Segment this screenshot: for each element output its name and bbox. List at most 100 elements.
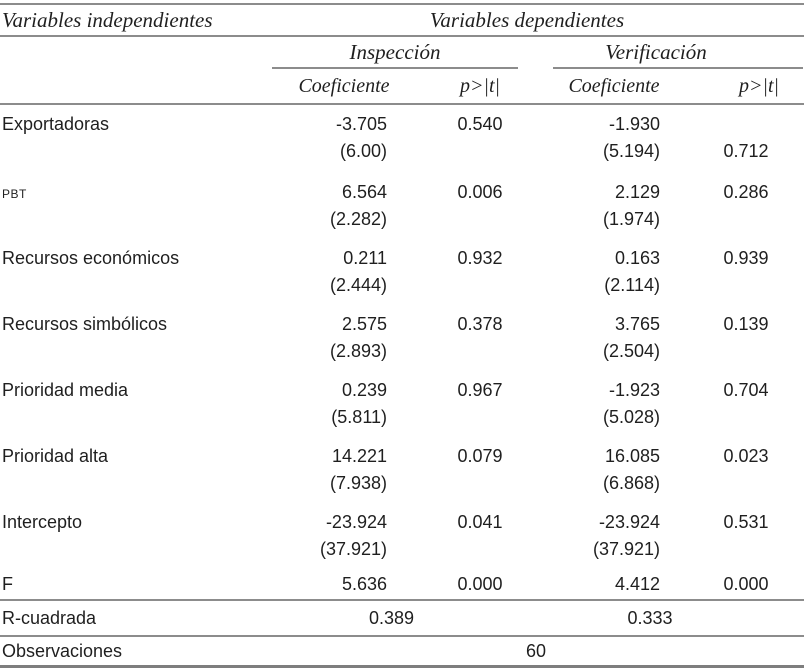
inspeccion-p-value-line2 bbox=[420, 404, 540, 437]
verificacion-p-value-header: p>|t| bbox=[688, 69, 804, 105]
empty-cell bbox=[0, 338, 268, 371]
regression-table: Variables independientes Variables depen… bbox=[0, 3, 804, 668]
verificacion-p-value: 0.286 bbox=[723, 182, 769, 202]
row-label: F bbox=[0, 569, 268, 601]
variable-row-stderr: (6.00) (5.194) 0.712 bbox=[0, 138, 804, 171]
inspeccion-p-value-line2 bbox=[420, 338, 540, 371]
variable-row-stderr: (7.938) (6.868) bbox=[0, 470, 804, 503]
verificacion-p-value-line2 bbox=[688, 272, 804, 305]
verificacion-std-error: (5.028) bbox=[602, 407, 660, 427]
variable-row: Exportadoras -3.705 0.540 -1.930 bbox=[0, 104, 804, 138]
empty-cell bbox=[0, 272, 268, 305]
variable-row: PBT 6.564 0.006 2.129 0.286 bbox=[0, 171, 804, 206]
inspeccion-p-value-line2 bbox=[420, 272, 540, 305]
row-label: PBT bbox=[2, 187, 27, 201]
verificacion-coefficient-value: -1.923 bbox=[608, 380, 660, 400]
inspeccion-p-value: 0.378 bbox=[457, 314, 503, 334]
observations-value: 60 bbox=[526, 640, 547, 661]
inspeccion-p-value: 0.932 bbox=[457, 248, 503, 268]
inspeccion-p-value-line2 bbox=[420, 206, 540, 239]
inspeccion-std-error: (37.921) bbox=[319, 539, 387, 559]
verificacion-coefficient-value: -1.930 bbox=[608, 114, 660, 134]
verificacion-p-value-line2 bbox=[688, 404, 804, 437]
inspeccion-coefficient-value: 2.575 bbox=[341, 314, 387, 334]
observations-row: Observaciones 60 bbox=[0, 636, 804, 667]
inspeccion-p-value: 0.967 bbox=[457, 380, 503, 400]
f-statistic-row: F 5.636 0.000 4.412 0.000 bbox=[0, 569, 804, 601]
inspeccion-group-header: Inspección bbox=[272, 37, 518, 69]
variable-row: Recursos económicos 0.211 0.932 0.163 0.… bbox=[0, 239, 804, 272]
verificacion-p-value-line2 bbox=[688, 338, 804, 371]
row-label: R-cuadrada bbox=[0, 600, 268, 637]
column-header-row: Coeficiente p>|t| Coeficiente p>|t| bbox=[0, 69, 804, 105]
verificacion-coefficient-value: -23.924 bbox=[598, 512, 660, 532]
verificacion-p-value: 0.531 bbox=[723, 512, 769, 532]
r-squared-row: R-cuadrada 0.389 0.333 bbox=[0, 600, 804, 637]
inspeccion-coefficient-value: 0.239 bbox=[341, 380, 387, 400]
verificacion-std-error: (1.974) bbox=[602, 209, 660, 229]
verificacion-std-error: (37.921) bbox=[592, 539, 660, 559]
row-label: Prioridad media bbox=[2, 380, 129, 400]
verificacion-coefficient-value: 2.129 bbox=[614, 182, 660, 202]
verificacion-coefficient-value: 3.765 bbox=[614, 314, 660, 334]
verificacion-coefficient-value: 16.085 bbox=[604, 446, 660, 466]
inspeccion-p-value-line2 bbox=[420, 536, 540, 569]
verificacion-coefficient-value: 0.163 bbox=[614, 248, 660, 268]
variable-row-stderr: (2.282) (1.974) bbox=[0, 206, 804, 239]
verificacion-p-value bbox=[688, 104, 804, 138]
inspeccion-std-error: (6.00) bbox=[339, 141, 387, 161]
row-label: Recursos económicos bbox=[2, 248, 180, 268]
inspeccion-p-value: 0.006 bbox=[457, 182, 503, 202]
verificacion-group-cell: Verificación bbox=[540, 36, 804, 69]
variable-row-stderr: (5.811) (5.028) bbox=[0, 404, 804, 437]
verificacion-f-value: 4.412 bbox=[540, 569, 688, 601]
inspeccion-f-p-value: 0.000 bbox=[420, 569, 540, 601]
variable-row: Prioridad alta 14.221 0.079 16.085 0.023 bbox=[0, 437, 804, 470]
verificacion-p-value-line2 bbox=[688, 470, 804, 503]
verificacion-p-value: 0.023 bbox=[723, 446, 769, 466]
row-label: Intercepto bbox=[2, 512, 83, 532]
variable-row: Recursos simbólicos 2.575 0.378 3.765 0.… bbox=[0, 305, 804, 338]
verificacion-std-error: (2.504) bbox=[602, 341, 660, 361]
row-label: Recursos simbólicos bbox=[2, 314, 168, 334]
inspeccion-std-error: (2.282) bbox=[329, 209, 387, 229]
verificacion-std-error: (5.194) bbox=[602, 141, 660, 161]
inspeccion-group-cell: Inspección bbox=[268, 36, 540, 69]
inspeccion-coefficient-header: Coeficiente bbox=[268, 69, 420, 105]
inspeccion-p-value: 0.041 bbox=[457, 512, 503, 532]
verificacion-p-value-line2 bbox=[688, 206, 804, 239]
variable-row-stderr: (2.444) (2.114) bbox=[0, 272, 804, 305]
verificacion-p-value: 0.939 bbox=[723, 248, 769, 268]
inspeccion-p-value-line2 bbox=[420, 470, 540, 503]
inspeccion-std-error: (2.444) bbox=[329, 275, 387, 295]
independent-variables-header: Variables independientes bbox=[0, 4, 268, 37]
verificacion-r-squared-value: 0.333 bbox=[540, 600, 804, 637]
verificacion-f-p-value: 0.000 bbox=[688, 569, 804, 601]
inspeccion-coefficient-value: 6.564 bbox=[341, 182, 387, 202]
row-label: Prioridad alta bbox=[2, 446, 109, 466]
verificacion-coefficient-header: Coeficiente bbox=[540, 69, 688, 105]
group-header-row: Inspección Verificación bbox=[0, 36, 804, 69]
row-label: Exportadoras bbox=[2, 114, 110, 134]
verificacion-group-header: Verificación bbox=[553, 37, 804, 69]
variable-row: Prioridad media 0.239 0.967 -1.923 0.704 bbox=[0, 371, 804, 404]
empty-cell bbox=[0, 206, 268, 239]
verificacion-std-error: (6.868) bbox=[602, 473, 660, 493]
empty-cell bbox=[0, 138, 268, 171]
empty-cell bbox=[0, 404, 268, 437]
verificacion-p-value-line2 bbox=[688, 536, 804, 569]
variable-row-stderr: (37.921) (37.921) bbox=[0, 536, 804, 569]
verificacion-std-error: (2.114) bbox=[604, 275, 660, 295]
table-header-row: Variables independientes Variables depen… bbox=[0, 4, 804, 37]
inspeccion-p-value: 0.540 bbox=[457, 114, 503, 134]
dependent-variables-header: Variables dependientes bbox=[268, 4, 804, 37]
inspeccion-std-error: (7.938) bbox=[329, 473, 387, 493]
inspeccion-coefficient-value: 0.211 bbox=[343, 248, 387, 268]
inspeccion-coefficient-value: 14.221 bbox=[331, 446, 387, 466]
empty-cell bbox=[0, 69, 268, 105]
inspeccion-f-value: 5.636 bbox=[268, 569, 420, 601]
inspeccion-p-value-line2 bbox=[420, 138, 540, 171]
inspeccion-p-value: 0.079 bbox=[457, 446, 503, 466]
inspeccion-coefficient-value: -23.924 bbox=[325, 512, 387, 532]
inspeccion-p-value-header: p>|t| bbox=[420, 69, 540, 105]
